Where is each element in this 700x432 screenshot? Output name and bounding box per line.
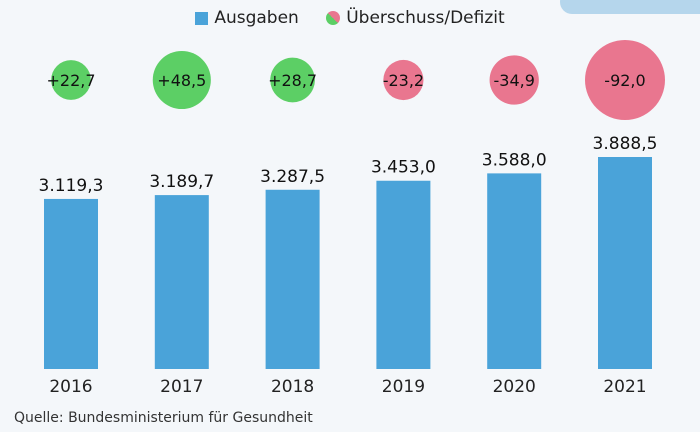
bar-label-2019: 3.453,0 — [371, 158, 436, 178]
bar-2018 — [265, 189, 320, 369]
bar-label-2018: 3.287,5 — [260, 167, 325, 187]
bar-2016 — [44, 198, 98, 369]
x-tick-2019: 2019 — [382, 377, 425, 397]
x-tick-2020: 2020 — [493, 377, 536, 397]
bar-2017 — [154, 195, 209, 369]
legend-swatch-ausgaben — [195, 11, 209, 25]
x-tick-2016: 2016 — [49, 377, 92, 397]
bar-label-2020: 3.588,0 — [482, 150, 547, 170]
bubble-label-2016: +22,7 — [46, 71, 95, 90]
bubble-label-2019: -23,2 — [383, 71, 424, 90]
bar-2020 — [487, 173, 542, 369]
x-tick-2018: 2018 — [271, 377, 314, 397]
bubble-label-2020: -34,9 — [493, 71, 534, 90]
bar-label-2017: 3.189,7 — [149, 172, 214, 192]
source-note: Quelle: Bundesministerium für Gesundheit — [14, 410, 313, 426]
x-tick-2017: 2017 — [160, 377, 203, 397]
bar-label-2016: 3.119,3 — [39, 176, 104, 196]
bubble-2018 — [270, 57, 315, 103]
bubble-label-2021: -92,0 — [604, 71, 645, 90]
bar-label-2021: 3.888,5 — [593, 134, 658, 154]
legend-label-ausgaben: Ausgaben — [214, 8, 299, 28]
bubble-2019 — [383, 59, 424, 101]
bubble-label-2018: +28,7 — [268, 71, 317, 90]
legend-swatch-ueberschuss — [326, 11, 341, 25]
x-tick-2021: 2021 — [603, 377, 646, 397]
legend-label-ueberschuss: Überschuss/Defizit — [346, 8, 505, 28]
bubble-label-2017: +48,5 — [157, 71, 206, 90]
bubble-2021 — [585, 40, 665, 120]
bar-2019 — [376, 180, 431, 369]
bubble-2017 — [152, 50, 211, 110]
bubble-2016 — [51, 60, 91, 100]
decorative-tab — [560, 0, 700, 14]
legend: Ausgaben Überschuss/Defizit — [0, 8, 700, 28]
bubble-2020 — [489, 55, 539, 105]
bar-2021 — [598, 157, 652, 369]
